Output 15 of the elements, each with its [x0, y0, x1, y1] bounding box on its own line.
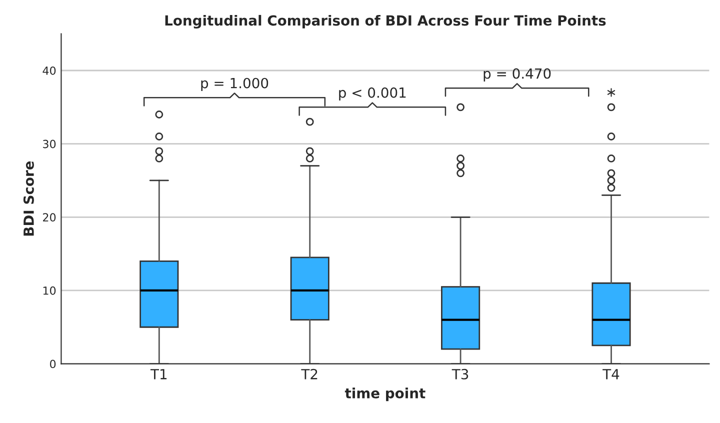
annotation: p < 0.001	[339, 87, 406, 101]
chart-title: Longitudinal Comparison of BDI Across Four Time Points	[165, 14, 606, 29]
annotation: p = 1.000	[201, 78, 268, 92]
x-tick-label: T2	[301, 368, 318, 380]
y-tick-label: 20	[43, 213, 56, 222]
y-tick-label: 0	[50, 360, 56, 368]
y-tick-label: 10	[43, 286, 56, 295]
y-axis-title: BDI Score	[23, 161, 34, 236]
y-tick-label: 30	[43, 140, 56, 148]
x-axis-title: time point	[344, 388, 426, 402]
x-tick-label: T1	[150, 369, 167, 380]
y-tick-label: 40	[42, 66, 56, 75]
x-tick-label: T3	[452, 368, 468, 380]
x-tick-label: T4	[602, 369, 620, 380]
annotation: p = 0.470	[484, 68, 551, 82]
